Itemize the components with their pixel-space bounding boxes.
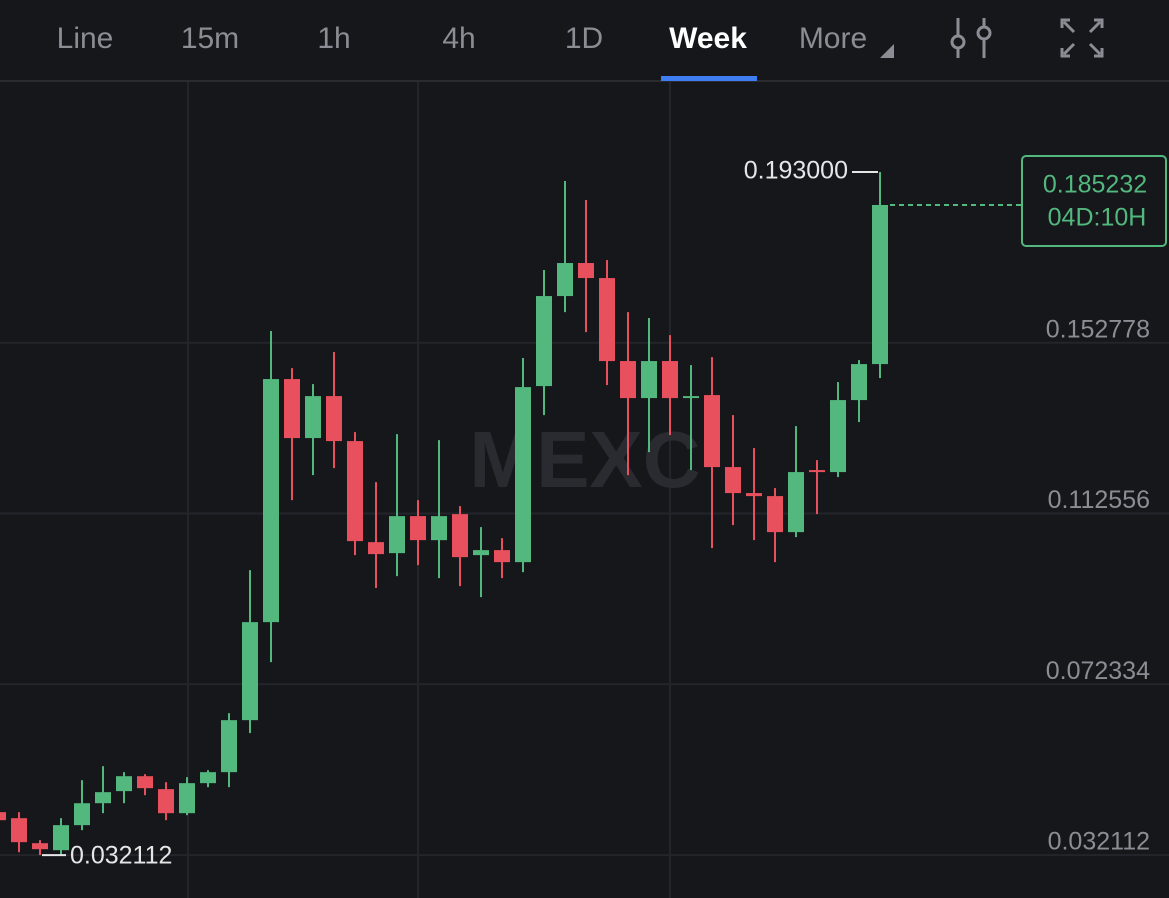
candle-body <box>284 379 300 439</box>
candle-body <box>557 263 573 297</box>
candle-body <box>0 812 6 821</box>
candle-body <box>263 379 279 623</box>
candle-body <box>158 789 174 814</box>
y-tick-label: 0.112556 <box>1048 486 1150 514</box>
watermark: MEXC <box>469 415 700 504</box>
candle-body <box>452 514 468 558</box>
more-caret <box>880 44 894 58</box>
y-tick-label: 0.072334 <box>1046 657 1150 685</box>
candle-body <box>620 361 636 399</box>
candle-body <box>137 776 153 789</box>
candle-body <box>515 387 531 563</box>
candle-body <box>95 792 111 804</box>
toolbar: Line 15m 1h 4h 1D Week More <box>57 22 894 81</box>
last-price-box <box>1021 155 1167 247</box>
candle-body <box>599 278 615 362</box>
candle-body <box>536 296 552 387</box>
tab[interactable]: 1D <box>565 22 603 55</box>
candle-body <box>326 396 342 442</box>
fullscreen-icon[interactable] <box>1060 18 1104 58</box>
candle-body <box>32 843 48 850</box>
active-tab-underline <box>661 76 757 81</box>
candle-body <box>347 441 363 542</box>
low-marker-label: 0.032112 <box>70 842 172 870</box>
candle-body <box>11 818 27 843</box>
candle-body <box>473 550 489 556</box>
tab[interactable]: Line <box>57 22 114 55</box>
candle-body <box>641 361 657 399</box>
candle-body <box>872 204 888 365</box>
candle-body <box>410 516 426 541</box>
candle-body <box>200 772 216 784</box>
candle-body <box>809 470 825 473</box>
indicator-icon[interactable] <box>950 18 992 58</box>
countdown-label: 04D:10H <box>1048 204 1147 232</box>
vertical-grid <box>187 82 671 898</box>
tab[interactable]: 15m <box>181 22 239 55</box>
candle-body <box>767 496 783 533</box>
tab[interactable]: Week <box>669 22 747 55</box>
candle-body <box>53 825 69 851</box>
candle-body <box>725 467 741 494</box>
candle-body <box>662 361 678 399</box>
candle-body <box>830 400 846 473</box>
candle-body <box>683 396 699 399</box>
candle-body <box>704 395 720 468</box>
tab[interactable]: 1h <box>317 22 350 55</box>
last-price-label: 0.185232 <box>1043 171 1147 199</box>
candle-body <box>578 263 594 279</box>
candle-body <box>305 396 321 439</box>
candle-body <box>389 516 405 554</box>
candle-body <box>494 550 510 563</box>
candle-body <box>851 364 867 401</box>
y-tick-label: 0.032112 <box>1048 828 1150 856</box>
candle-body <box>746 493 762 497</box>
candle-body <box>221 720 237 773</box>
candle-body <box>368 542 384 555</box>
candle-body <box>179 783 195 814</box>
candle-body <box>116 776 132 792</box>
candle-body <box>431 516 447 541</box>
tab[interactable]: 4h <box>442 22 475 55</box>
candle-body <box>788 472 804 533</box>
candle-body <box>74 803 90 826</box>
candle-body <box>242 622 258 721</box>
tab[interactable]: More <box>799 22 867 55</box>
y-tick-label: 0.152778 <box>1046 315 1150 343</box>
high-marker-label: 0.193000 <box>744 157 848 185</box>
